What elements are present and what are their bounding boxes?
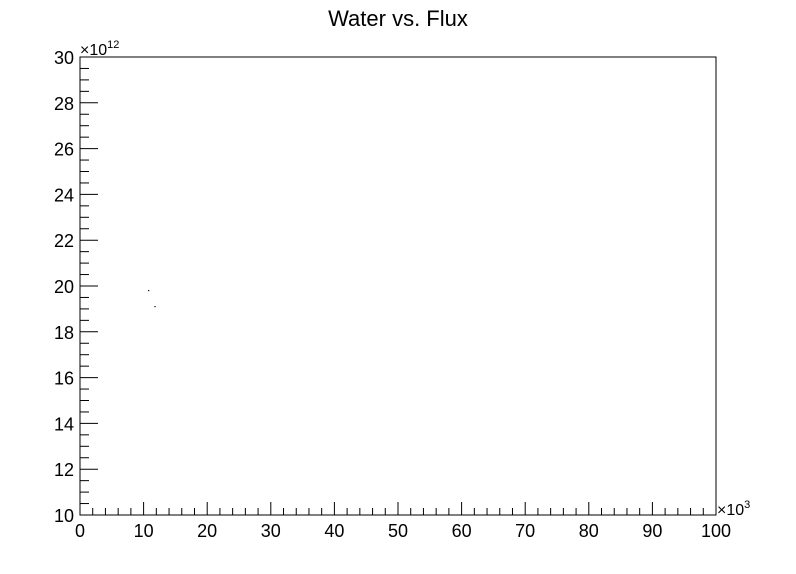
y-tick-label: 30 — [54, 48, 74, 68]
x-tick-label: 0 — [75, 521, 85, 541]
data-points — [148, 289, 156, 308]
x-tick-label: 30 — [261, 521, 281, 541]
y-axis-multiplier-exponent: 12 — [107, 39, 119, 51]
y-axis-tick-labels: 10 12 14 16 18 20 22 24 26 28 30 — [54, 48, 74, 526]
x-axis-multiplier-base: ×10 — [717, 502, 744, 519]
y-tick-label: 10 — [54, 506, 74, 526]
y-tick-label: 20 — [54, 277, 74, 297]
x-tick-label: 60 — [452, 521, 472, 541]
y-tick-label: 22 — [54, 231, 74, 251]
data-point — [154, 306, 156, 308]
x-tick-label: 10 — [134, 521, 154, 541]
y-tick-label: 18 — [54, 323, 74, 343]
y-axis-multiplier: ×1012 — [80, 39, 119, 59]
x-axis-multiplier: ×103 — [717, 499, 750, 519]
y-axis-multiplier-base: ×10 — [80, 42, 107, 59]
x-axis-ticks — [79, 502, 717, 515]
y-tick-label: 26 — [54, 140, 74, 160]
y-axis-ticks — [80, 56, 98, 516]
x-axis-multiplier-exponent: 3 — [744, 499, 750, 511]
x-tick-label: 20 — [197, 521, 217, 541]
chart-title: Water vs. Flux — [328, 6, 468, 31]
y-tick-label: 24 — [54, 185, 74, 205]
x-axis-tick-labels: 0 10 20 30 40 50 60 70 80 90 100 — [75, 521, 731, 541]
x-tick-label: 40 — [324, 521, 344, 541]
y-tick-label: 16 — [54, 369, 74, 389]
x-tick-label: 50 — [388, 521, 408, 541]
y-tick-label: 28 — [54, 94, 74, 114]
x-tick-label: 70 — [515, 521, 535, 541]
y-tick-label: 12 — [54, 460, 74, 480]
x-tick-label: 80 — [579, 521, 599, 541]
x-tick-label: 90 — [642, 521, 662, 541]
data-point — [148, 289, 150, 292]
x-tick-label: 100 — [701, 521, 731, 541]
y-tick-label: 14 — [54, 414, 74, 434]
